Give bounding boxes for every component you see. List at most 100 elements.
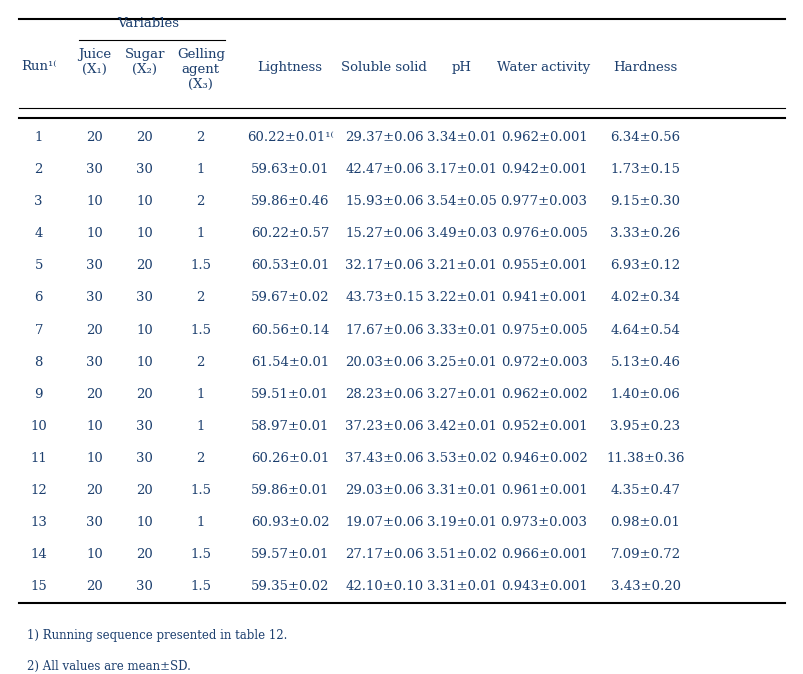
Text: Variables: Variables <box>116 17 178 30</box>
Text: 60.56±0.14: 60.56±0.14 <box>251 324 329 336</box>
Text: 2: 2 <box>35 163 43 176</box>
Text: 30: 30 <box>137 420 153 433</box>
Text: Run¹⁽: Run¹⁽ <box>21 60 56 73</box>
Text: 7: 7 <box>35 324 43 336</box>
Text: 3.34±0.01: 3.34±0.01 <box>426 131 496 144</box>
Text: 42.47±0.06: 42.47±0.06 <box>344 163 423 176</box>
Text: 2: 2 <box>197 291 205 305</box>
Text: 59.86±0.46: 59.86±0.46 <box>251 195 329 208</box>
Text: 10: 10 <box>86 420 103 433</box>
Text: 4.35±0.47: 4.35±0.47 <box>609 484 679 497</box>
Text: 0.973±0.003: 0.973±0.003 <box>500 516 587 529</box>
Text: 29.03±0.06: 29.03±0.06 <box>344 484 423 497</box>
Text: 2: 2 <box>197 131 205 144</box>
Text: 0.962±0.001: 0.962±0.001 <box>500 131 587 144</box>
Text: 30: 30 <box>86 291 103 305</box>
Text: 13: 13 <box>31 516 47 529</box>
Text: 60.53±0.01: 60.53±0.01 <box>251 259 329 272</box>
Text: 1: 1 <box>197 163 205 176</box>
Text: 4.02±0.34: 4.02±0.34 <box>609 291 679 305</box>
Text: 19.07±0.06: 19.07±0.06 <box>344 516 423 529</box>
Text: 3.19±0.01: 3.19±0.01 <box>426 516 496 529</box>
Text: 30: 30 <box>86 163 103 176</box>
Text: 58.97±0.01: 58.97±0.01 <box>251 420 329 433</box>
Text: 3.42±0.01: 3.42±0.01 <box>426 420 496 433</box>
Text: 10: 10 <box>86 227 103 241</box>
Text: 59.67±0.02: 59.67±0.02 <box>251 291 329 305</box>
Text: 0.962±0.002: 0.962±0.002 <box>500 388 587 401</box>
Text: 1: 1 <box>35 131 43 144</box>
Text: 10: 10 <box>137 516 153 529</box>
Text: 20: 20 <box>86 131 103 144</box>
Text: 3.33±0.01: 3.33±0.01 <box>426 324 496 336</box>
Text: 5: 5 <box>35 259 43 272</box>
Text: 0.98±0.01: 0.98±0.01 <box>609 516 679 529</box>
Text: 30: 30 <box>137 580 153 593</box>
Text: 20: 20 <box>86 484 103 497</box>
Text: 4.64±0.54: 4.64±0.54 <box>609 324 679 336</box>
Text: 3.27±0.01: 3.27±0.01 <box>426 388 496 401</box>
Text: 1.40±0.06: 1.40±0.06 <box>609 388 679 401</box>
Text: 30: 30 <box>137 163 153 176</box>
Text: 3.22±0.01: 3.22±0.01 <box>426 291 496 305</box>
Text: Sugar
(X₂): Sugar (X₂) <box>124 48 165 76</box>
Text: 59.51±0.01: 59.51±0.01 <box>251 388 329 401</box>
Text: 2) All values are mean±SD.: 2) All values are mean±SD. <box>26 660 190 673</box>
Text: 1: 1 <box>197 516 205 529</box>
Text: 20: 20 <box>137 388 153 401</box>
Text: 1: 1 <box>197 420 205 433</box>
Text: 10: 10 <box>31 420 47 433</box>
Text: 3.53±0.02: 3.53±0.02 <box>426 452 496 465</box>
Text: 0.976±0.005: 0.976±0.005 <box>500 227 587 241</box>
Text: 20: 20 <box>137 548 153 561</box>
Text: 11.38±0.36: 11.38±0.36 <box>605 452 684 465</box>
Text: 20: 20 <box>137 131 153 144</box>
Text: 20: 20 <box>86 388 103 401</box>
Text: 30: 30 <box>86 259 103 272</box>
Text: 60.22±0.01¹⁽: 60.22±0.01¹⁽ <box>247 131 333 144</box>
Text: 10: 10 <box>86 548 103 561</box>
Text: 3.33±0.26: 3.33±0.26 <box>609 227 680 241</box>
Text: 15.27±0.06: 15.27±0.06 <box>344 227 423 241</box>
Text: 37.43±0.06: 37.43±0.06 <box>344 452 423 465</box>
Text: 11: 11 <box>31 452 47 465</box>
Text: 30: 30 <box>86 356 103 369</box>
Text: 1: 1 <box>197 388 205 401</box>
Text: 10: 10 <box>137 324 153 336</box>
Text: 15: 15 <box>31 580 47 593</box>
Text: 20: 20 <box>137 484 153 497</box>
Text: 32.17±0.06: 32.17±0.06 <box>344 259 423 272</box>
Text: 10: 10 <box>137 227 153 241</box>
Text: 43.73±0.15: 43.73±0.15 <box>344 291 423 305</box>
Text: 15.93±0.06: 15.93±0.06 <box>344 195 423 208</box>
Text: 0.942±0.001: 0.942±0.001 <box>500 163 587 176</box>
Text: 0.946±0.002: 0.946±0.002 <box>500 452 587 465</box>
Text: Gelling
agent
(X₃): Gelling agent (X₃) <box>177 48 225 91</box>
Text: 3.21±0.01: 3.21±0.01 <box>426 259 496 272</box>
Text: 4: 4 <box>35 227 43 241</box>
Text: 59.63±0.01: 59.63±0.01 <box>251 163 329 176</box>
Text: 3.25±0.01: 3.25±0.01 <box>426 356 496 369</box>
Text: Lightness: Lightness <box>258 61 322 74</box>
Text: 3.95±0.23: 3.95±0.23 <box>609 420 680 433</box>
Text: 9.15±0.30: 9.15±0.30 <box>609 195 679 208</box>
Text: 14: 14 <box>31 548 47 561</box>
Text: 20.03±0.06: 20.03±0.06 <box>344 356 423 369</box>
Text: 0.975±0.005: 0.975±0.005 <box>500 324 587 336</box>
Text: 6.93±0.12: 6.93±0.12 <box>609 259 680 272</box>
Text: 1) Running sequence presented in table 12.: 1) Running sequence presented in table 1… <box>26 629 287 642</box>
Text: 1.73±0.15: 1.73±0.15 <box>609 163 679 176</box>
Text: 42.10±0.10: 42.10±0.10 <box>345 580 423 593</box>
Text: 0.961±0.001: 0.961±0.001 <box>500 484 587 497</box>
Text: 60.22±0.57: 60.22±0.57 <box>251 227 329 241</box>
Text: 0.972±0.003: 0.972±0.003 <box>500 356 587 369</box>
Text: 1.5: 1.5 <box>190 580 211 593</box>
Text: 10: 10 <box>137 195 153 208</box>
Text: 10: 10 <box>86 452 103 465</box>
Text: 3.43±0.20: 3.43±0.20 <box>609 580 679 593</box>
Text: 10: 10 <box>86 195 103 208</box>
Text: 0.943±0.001: 0.943±0.001 <box>500 580 587 593</box>
Text: 6: 6 <box>35 291 43 305</box>
Text: 2: 2 <box>197 452 205 465</box>
Text: 5.13±0.46: 5.13±0.46 <box>609 356 679 369</box>
